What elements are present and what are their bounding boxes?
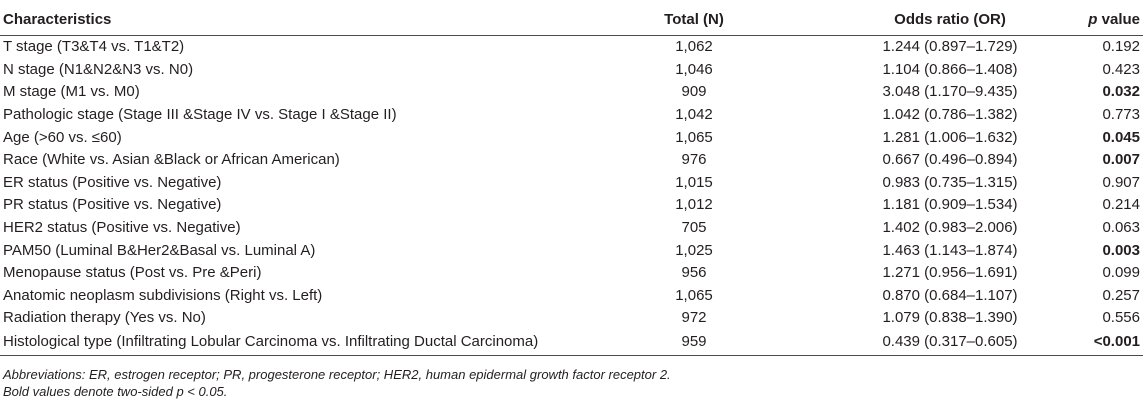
table-row: T stage (T3&T4 vs. T1&T2) 1,062 1.244 (0.8… <box>0 36 1143 59</box>
cell-characteristic: ER status (Positive vs. Negative) <box>3 173 222 191</box>
cell-characteristic: Radiation therapy (Yes vs. No) <box>3 309 206 327</box>
cell-characteristic: Pathologic stage (Stage III &Stage IV vs… <box>3 106 397 124</box>
cell-odds-ratio: 1.271 (0.956–1.691) <box>882 264 1018 282</box>
cell-total: 1,025 <box>675 241 713 259</box>
cell-p-value: <0.001 <box>1078 329 1143 356</box>
table-row: Age (>60 vs. ≤60) 1,065 1.281 (1.006–1.632… <box>0 126 1143 149</box>
header-p-rest: value <box>1097 10 1140 28</box>
cell-total: 959 <box>566 329 822 356</box>
cell-total: 909 <box>681 83 707 101</box>
cell-odds-ratio: 0.439 (0.317–0.605) <box>822 329 1078 356</box>
cell-p-value: 0.099 <box>1102 264 1140 282</box>
cell-odds-ratio: 0.870 (0.684–1.107) <box>882 286 1018 304</box>
cell-p-value: 0.257 <box>1102 286 1140 304</box>
cell-characteristic: M stage (M1 vs. M0) <box>3 83 140 101</box>
cell-total: 1,062 <box>675 38 713 56</box>
cell-total: 976 <box>681 151 707 169</box>
cell-total: 1,015 <box>675 173 713 191</box>
table-row: Pathologic stage (Stage III &Stage IV vs… <box>0 104 1143 127</box>
header-row: Characteristics Total (N) Odds ratio (OR… <box>0 3 1143 36</box>
cell-p-value: 0.063 <box>1102 219 1140 237</box>
odds-ratio-table: Characteristics Total (N) Odds ratio (OR… <box>0 3 1143 356</box>
cell-characteristic: HER2 status (Positive vs. Negative) <box>3 219 241 237</box>
cell-odds-ratio: 1.042 (0.786–1.382) <box>882 106 1018 124</box>
cell-characteristic: Histological type (Infiltrating Lobular … <box>0 329 566 356</box>
cell-characteristic: T stage (T3&T4 vs. T1&T2) <box>3 38 185 56</box>
cell-characteristic: PAM50 (Luminal B&Her2&Basal vs. Luminal … <box>3 241 316 259</box>
table-header: Characteristics Total (N) Odds ratio (OR… <box>0 3 1143 36</box>
footnote-abbreviations: Abbreviations: ER, estrogen receptor; PR… <box>3 367 671 382</box>
cell-p-value: 0.045 <box>1102 128 1140 146</box>
cell-odds-ratio: 1.281 (1.006–1.632) <box>882 128 1018 146</box>
table-body: T stage (T3&T4 vs. T1&T2) 1,062 1.244 (0.8… <box>0 36 1143 356</box>
table-row: M stage (M1 vs. M0) 909 3.048 (1.170–9.435… <box>0 81 1143 104</box>
cell-total: 705 <box>681 219 707 237</box>
cell-odds-ratio: 0.667 (0.496–0.894) <box>882 151 1018 169</box>
cell-total: 1,046 <box>675 60 713 78</box>
table-row: ER status (Positive vs. Negative) 1,015 0.… <box>0 172 1143 195</box>
table-row: Menopause status (Post vs. Pre &Peri) 956… <box>0 262 1143 285</box>
cell-characteristic: Anatomic neoplasm subdivisions (Right vs… <box>3 286 323 304</box>
cell-p-value: 0.214 <box>1102 196 1140 214</box>
cell-p-value: 0.773 <box>1102 106 1140 124</box>
header-characteristics: Characteristics <box>0 3 566 36</box>
cell-odds-ratio: 1.244 (0.897–1.729) <box>882 38 1018 56</box>
table-row: PAM50 (Luminal B&Her2&Basal vs. Luminal … <box>0 239 1143 262</box>
cell-p-value: 0.007 <box>1102 151 1140 169</box>
footnote-bold-note: Bold values denote two-sided p < 0.05. <box>3 384 228 399</box>
cell-total: 972 <box>681 309 707 327</box>
table-row: Histological type (Infiltrating Lobular … <box>0 329 1143 356</box>
cell-characteristic: Menopause status (Post vs. Pre &Peri) <box>3 264 262 282</box>
cell-p-value: 0.423 <box>1102 60 1140 78</box>
cell-characteristic: Race (White vs. Asian &Black or African … <box>3 151 340 169</box>
table-row: Radiation therapy (Yes vs. No) 972 1.079 (… <box>0 307 1143 330</box>
header-p-italic: p <box>1088 10 1098 28</box>
cell-total: 1,042 <box>675 106 713 124</box>
cell-odds-ratio: 1.104 (0.866–1.408) <box>882 60 1018 78</box>
cell-odds-ratio: 1.463 (1.143–1.874) <box>882 241 1018 259</box>
cell-total: 1,065 <box>675 128 713 146</box>
cell-characteristic: Age (>60 vs. ≤60) <box>3 128 122 146</box>
header-p-value: p value <box>1078 3 1143 36</box>
cell-p-value: 0.556 <box>1102 309 1140 327</box>
table-row: Anatomic neoplasm subdivisions (Right vs… <box>0 285 1143 308</box>
cell-p-value: 0.907 <box>1102 173 1140 191</box>
table-row: HER2 status (Positive vs. Negative) 705 1.… <box>0 217 1143 240</box>
cell-total: 956 <box>681 264 707 282</box>
cell-odds-ratio: 3.048 (1.170–9.435) <box>882 83 1018 101</box>
cell-odds-ratio: 1.181 (0.909–1.534) <box>882 196 1018 214</box>
cell-p-value: 0.003 <box>1102 241 1140 259</box>
header-total: Total (N) <box>566 3 822 36</box>
table-row: Race (White vs. Asian &Black or African … <box>0 149 1143 172</box>
cell-characteristic: N stage (N1&N2&N3 vs. N0) <box>3 60 194 78</box>
table-row: N stage (N1&N2&N3 vs. N0) 1,046 1.104 (0.8… <box>0 59 1143 82</box>
cell-characteristic: PR status (Positive vs. Negative) <box>3 196 222 214</box>
table-row: PR status (Positive vs. Negative) 1,012 1.… <box>0 194 1143 217</box>
cell-odds-ratio: 0.983 (0.735–1.315) <box>882 173 1018 191</box>
cell-p-value: 0.032 <box>1102 83 1140 101</box>
cell-total: 1,065 <box>675 286 713 304</box>
cell-odds-ratio: 1.402 (0.983–2.006) <box>882 219 1018 237</box>
cell-total: 1,012 <box>675 196 713 214</box>
cell-odds-ratio: 1.079 (0.838–1.390) <box>882 309 1018 327</box>
header-odds-ratio: Odds ratio (OR) <box>822 3 1078 36</box>
cell-p-value: 0.192 <box>1102 38 1140 56</box>
